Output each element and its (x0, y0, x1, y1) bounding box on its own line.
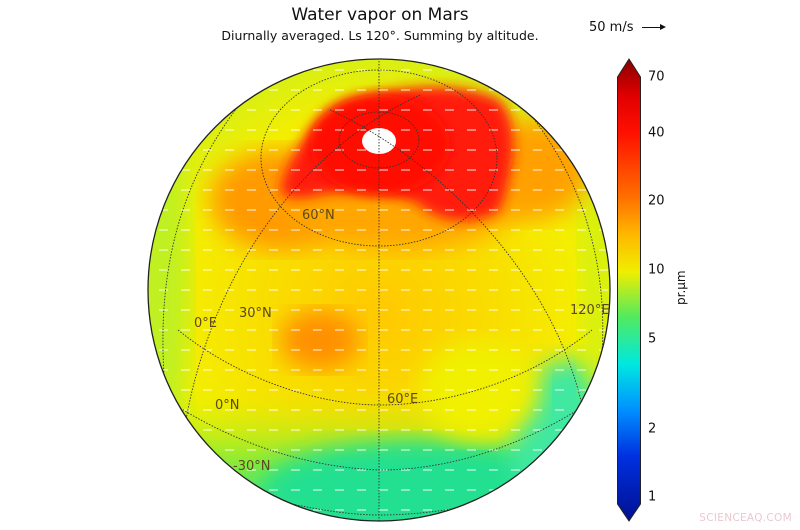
colorbar-label: pr.µm (674, 270, 688, 305)
label-lat-60n: 60°N (302, 208, 335, 223)
water-vapor-field (148, 59, 610, 521)
wind-speed-label: 50 m/s (589, 20, 634, 35)
label-lat-0n: 0°N (215, 398, 240, 413)
colorbar (617, 58, 641, 522)
colorbar-tick: 1 (648, 489, 657, 505)
wind-speed-key: 50 m/s (589, 20, 666, 35)
label-lat-m30n: -30°N (233, 459, 270, 474)
colorbar-tick: 20 (648, 193, 665, 209)
colorbar-tick: 10 (648, 262, 665, 278)
graticule (159, 59, 604, 521)
globe-outline (147, 58, 611, 522)
label-lon-60e: 60°E (387, 392, 418, 407)
polar-missing-data (362, 128, 396, 154)
colorbar-tick: 5 (648, 331, 657, 347)
colorbar-tick: 2 (648, 421, 657, 437)
colorbar-tick: 70 (648, 69, 665, 85)
label-lat-30n: 30°N (239, 306, 272, 321)
label-lon-0e: 0°E (194, 316, 217, 331)
label-lon-120e: 120°E (570, 303, 610, 318)
arrow-right-icon (641, 24, 666, 29)
watermark: SCIENCEAQ.COM (699, 512, 792, 524)
colorbar-tick: 40 (648, 125, 665, 141)
chart-subtitle: Diurnally averaged. Ls 120°. Summing by … (221, 28, 539, 43)
chart-title: Water vapor on Mars (291, 5, 469, 25)
